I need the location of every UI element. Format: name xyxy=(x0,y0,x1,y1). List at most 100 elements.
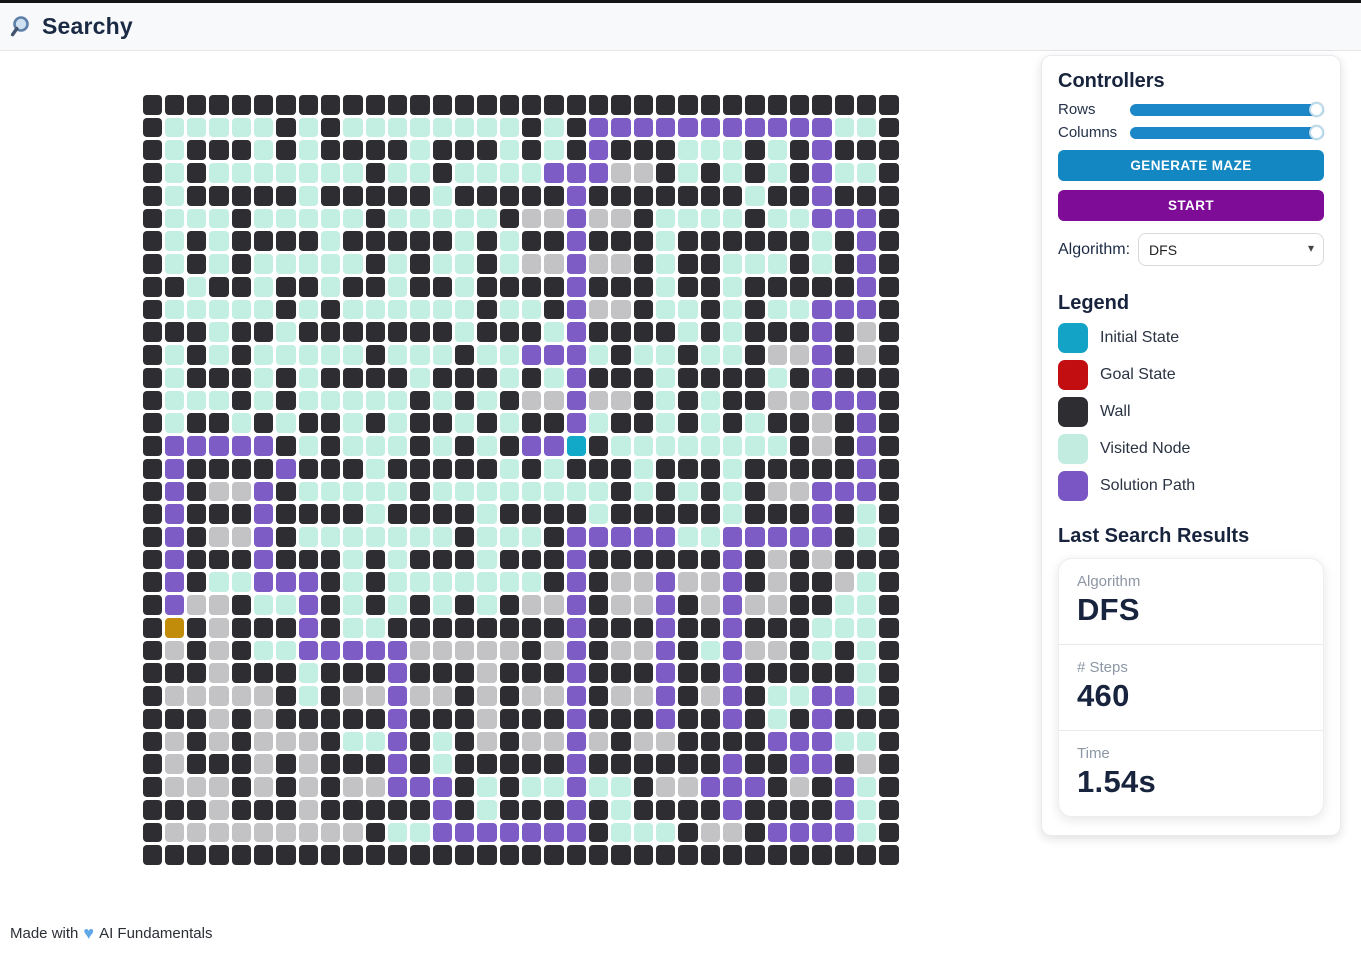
wall-cell[interactable] xyxy=(365,345,386,365)
visited-cell[interactable] xyxy=(767,367,787,388)
wall-cell[interactable] xyxy=(164,708,185,729)
visited-cell[interactable] xyxy=(655,254,676,274)
wall-cell[interactable] xyxy=(455,595,475,615)
visited-cell[interactable] xyxy=(209,322,229,343)
wall-cell[interactable] xyxy=(700,458,720,479)
wall-cell[interactable] xyxy=(745,95,765,115)
maze-grid[interactable] xyxy=(142,95,899,865)
wall-cell[interactable] xyxy=(566,458,586,479)
wall-cell[interactable] xyxy=(142,231,162,252)
wall-cell[interactable] xyxy=(276,549,296,570)
wall-cell[interactable] xyxy=(700,731,720,752)
wall-cell[interactable] xyxy=(321,458,341,479)
visited-cell[interactable] xyxy=(856,799,877,820)
visited-cell[interactable] xyxy=(745,436,765,456)
free-cell[interactable] xyxy=(522,390,542,411)
visited-cell[interactable] xyxy=(655,231,676,252)
visited-cell[interactable] xyxy=(499,299,519,320)
wall-cell[interactable] xyxy=(633,231,653,252)
wall-cell[interactable] xyxy=(879,390,899,411)
visited-cell[interactable] xyxy=(655,413,676,434)
wall-cell[interactable] xyxy=(209,504,229,524)
visited-cell[interactable] xyxy=(343,549,363,570)
wall-cell[interactable] xyxy=(633,617,653,638)
wall-cell[interactable] xyxy=(588,436,609,456)
wall-cell[interactable] xyxy=(365,595,386,615)
solution-path-cell[interactable] xyxy=(722,117,743,138)
solution-path-cell[interactable] xyxy=(722,663,743,684)
wall-cell[interactable] xyxy=(678,754,698,775)
visited-cell[interactable] xyxy=(477,504,497,524)
wall-cell[interactable] xyxy=(722,413,743,434)
visited-cell[interactable] xyxy=(365,299,386,320)
wall-cell[interactable] xyxy=(655,504,676,524)
free-cell[interactable] xyxy=(276,822,296,843)
visited-cell[interactable] xyxy=(321,526,341,547)
visited-cell[interactable] xyxy=(254,640,274,661)
wall-cell[interactable] xyxy=(544,549,564,570)
wall-cell[interactable] xyxy=(187,526,207,547)
wall-cell[interactable] xyxy=(678,595,698,615)
wall-cell[interactable] xyxy=(544,299,564,320)
wall-cell[interactable] xyxy=(142,254,162,274)
free-cell[interactable] xyxy=(209,731,229,752)
wall-cell[interactable] xyxy=(834,276,854,297)
wall-cell[interactable] xyxy=(812,777,832,797)
solution-path-cell[interactable] xyxy=(566,254,586,274)
wall-cell[interactable] xyxy=(432,276,453,297)
solution-path-cell[interactable] xyxy=(722,754,743,775)
wall-cell[interactable] xyxy=(142,731,162,752)
wall-cell[interactable] xyxy=(700,481,720,502)
visited-cell[interactable] xyxy=(522,299,542,320)
wall-cell[interactable] xyxy=(588,572,609,593)
free-cell[interactable] xyxy=(343,777,363,797)
solution-path-cell[interactable] xyxy=(544,163,564,183)
solution-path-cell[interactable] xyxy=(164,549,185,570)
solution-path-cell[interactable] xyxy=(633,526,653,547)
wall-cell[interactable] xyxy=(343,458,363,479)
free-cell[interactable] xyxy=(522,208,542,229)
wall-cell[interactable] xyxy=(789,504,810,524)
wall-cell[interactable] xyxy=(544,845,564,865)
visited-cell[interactable] xyxy=(767,299,787,320)
free-cell[interactable] xyxy=(767,572,787,593)
wall-cell[interactable] xyxy=(254,663,274,684)
visited-cell[interactable] xyxy=(388,436,408,456)
free-cell[interactable] xyxy=(767,345,787,365)
visited-cell[interactable] xyxy=(365,504,386,524)
solution-path-cell[interactable] xyxy=(722,640,743,661)
wall-cell[interactable] xyxy=(321,799,341,820)
wall-cell[interactable] xyxy=(856,140,877,161)
free-cell[interactable] xyxy=(588,299,609,320)
visited-cell[interactable] xyxy=(544,367,564,388)
wall-cell[interactable] xyxy=(187,663,207,684)
solution-path-cell[interactable] xyxy=(856,481,877,502)
visited-cell[interactable] xyxy=(455,231,475,252)
free-cell[interactable] xyxy=(544,390,564,411)
wall-cell[interactable] xyxy=(343,663,363,684)
visited-cell[interactable] xyxy=(209,299,229,320)
wall-cell[interactable] xyxy=(365,185,386,206)
visited-cell[interactable] xyxy=(834,163,854,183)
wall-cell[interactable] xyxy=(767,777,787,797)
visited-cell[interactable] xyxy=(722,458,743,479)
wall-cell[interactable] xyxy=(611,413,631,434)
free-cell[interactable] xyxy=(767,549,787,570)
visited-cell[interactable] xyxy=(499,140,519,161)
visited-cell[interactable] xyxy=(722,322,743,343)
free-cell[interactable] xyxy=(254,686,274,706)
visited-cell[interactable] xyxy=(343,345,363,365)
solution-path-cell[interactable] xyxy=(164,481,185,502)
wall-cell[interactable] xyxy=(834,708,854,729)
solution-path-cell[interactable] xyxy=(566,163,586,183)
visited-cell[interactable] xyxy=(722,504,743,524)
wall-cell[interactable] xyxy=(455,504,475,524)
wall-cell[interactable] xyxy=(879,481,899,502)
visited-cell[interactable] xyxy=(432,754,453,775)
wall-cell[interactable] xyxy=(298,322,319,343)
visited-cell[interactable] xyxy=(388,117,408,138)
solution-path-cell[interactable] xyxy=(410,777,430,797)
wall-cell[interactable] xyxy=(745,390,765,411)
wall-cell[interactable] xyxy=(276,481,296,502)
solution-path-cell[interactable] xyxy=(588,140,609,161)
